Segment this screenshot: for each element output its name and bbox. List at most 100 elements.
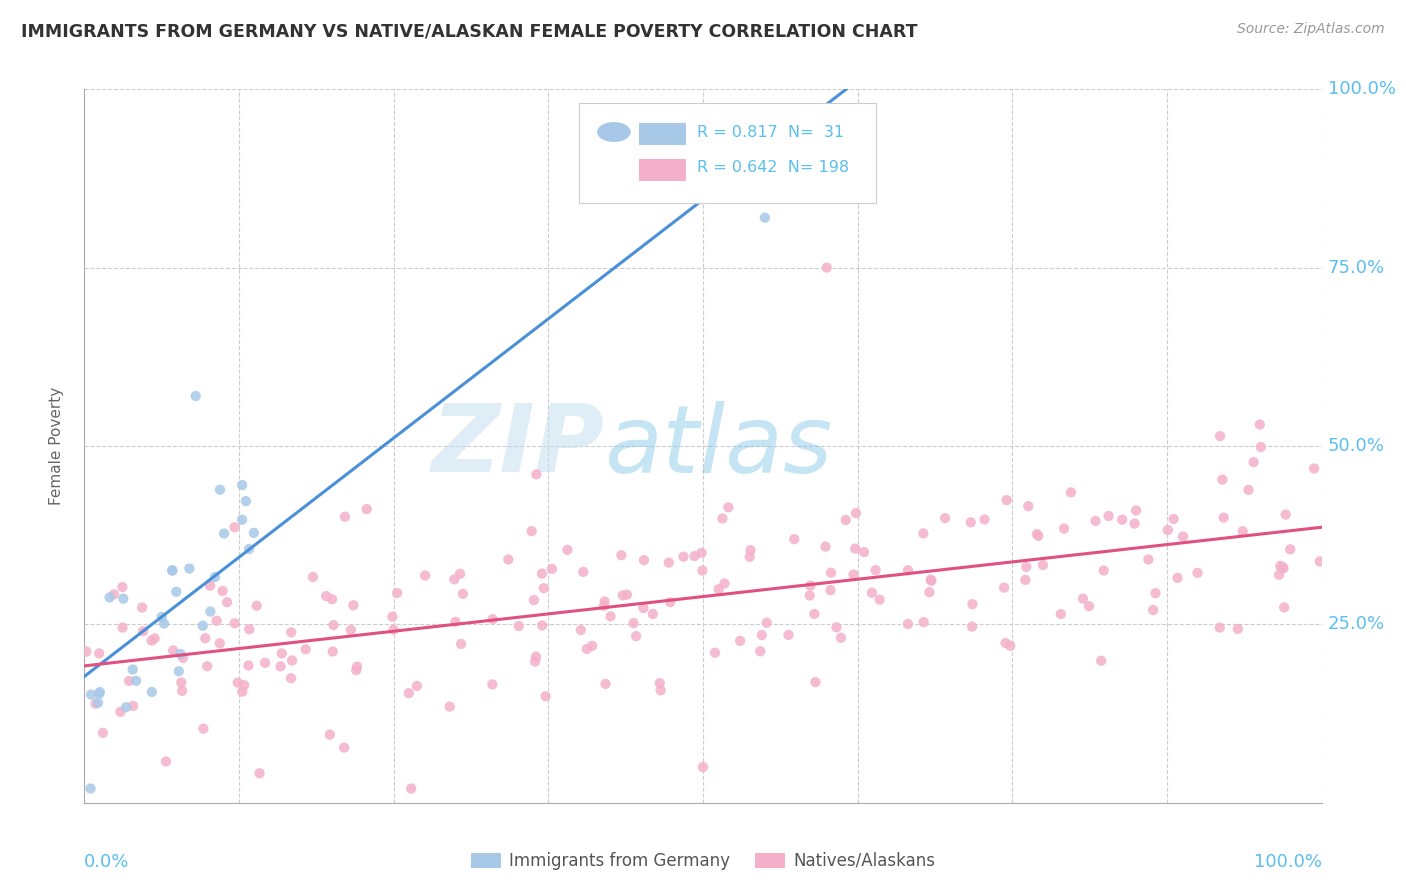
Point: [1209, 429, 1232, 443]
Point: [1125, 503, 1147, 517]
Point: [344, 663, 367, 677]
Point: [270, 647, 292, 661]
Point: [1279, 542, 1302, 557]
Point: [89, 647, 111, 661]
Point: [169, 647, 191, 661]
Point: [683, 549, 706, 563]
FancyBboxPatch shape: [579, 103, 876, 203]
Point: [658, 556, 681, 570]
Point: [319, 728, 342, 742]
Point: [481, 677, 503, 691]
Point: [524, 655, 547, 669]
Point: [231, 684, 253, 698]
Point: [1243, 455, 1265, 469]
Point: [1032, 558, 1054, 572]
Point: [170, 675, 193, 690]
FancyBboxPatch shape: [638, 159, 686, 180]
Point: [280, 625, 302, 640]
Point: [132, 624, 155, 639]
Point: [707, 582, 730, 597]
Point: [1015, 559, 1038, 574]
Point: [110, 705, 132, 719]
Point: [650, 683, 672, 698]
Point: [238, 658, 260, 673]
Point: [672, 549, 695, 564]
Point: [959, 516, 981, 530]
Point: [595, 677, 617, 691]
Point: [1171, 530, 1194, 544]
Point: [749, 644, 772, 658]
Point: [1211, 473, 1233, 487]
Point: [243, 525, 266, 540]
Text: ZIP: ZIP: [432, 400, 605, 492]
Point: [1090, 654, 1112, 668]
Point: [633, 601, 655, 615]
Text: atlas: atlas: [605, 401, 832, 491]
Point: [920, 573, 942, 587]
Point: [443, 572, 465, 586]
Point: [321, 592, 343, 607]
Point: [233, 678, 256, 692]
Point: [143, 632, 166, 646]
Point: [530, 566, 553, 581]
Text: IMMIGRANTS FROM GERMANY VS NATIVE/ALASKAN FEMALE POVERTY CORRELATION CHART: IMMIGRANTS FROM GERMANY VS NATIVE/ALASKA…: [21, 22, 918, 40]
Point: [450, 637, 472, 651]
Point: [830, 631, 852, 645]
Point: [962, 597, 984, 611]
Point: [270, 659, 292, 673]
Point: [569, 623, 592, 637]
Point: [814, 540, 837, 554]
Point: [1232, 524, 1254, 539]
Point: [1017, 499, 1039, 513]
Point: [235, 494, 257, 508]
Point: [302, 570, 325, 584]
Point: [481, 612, 503, 626]
Point: [869, 592, 891, 607]
Point: [692, 564, 714, 578]
Point: [1097, 508, 1119, 523]
Point: [1163, 512, 1185, 526]
Point: [80, 688, 103, 702]
Point: [89, 685, 111, 699]
Point: [1137, 552, 1160, 566]
Point: [920, 574, 942, 588]
Point: [633, 553, 655, 567]
Point: [439, 699, 461, 714]
Point: [624, 629, 647, 643]
Point: [751, 628, 773, 642]
Point: [398, 686, 420, 700]
Point: [406, 679, 429, 693]
Point: [333, 509, 356, 524]
Point: [755, 615, 778, 630]
Point: [1123, 516, 1146, 531]
Point: [1025, 527, 1047, 541]
Point: [194, 631, 217, 645]
Point: [740, 543, 762, 558]
Point: [322, 644, 344, 658]
Point: [1274, 508, 1296, 522]
Point: [91, 726, 114, 740]
Point: [342, 599, 364, 613]
Point: [692, 760, 714, 774]
Point: [623, 616, 645, 631]
Point: [125, 673, 148, 688]
Point: [1144, 586, 1167, 600]
Point: [451, 587, 474, 601]
Point: [381, 609, 404, 624]
Circle shape: [598, 123, 630, 141]
Text: 75.0%: 75.0%: [1327, 259, 1385, 277]
Text: Source: ZipAtlas.com: Source: ZipAtlas.com: [1237, 22, 1385, 37]
Point: [844, 541, 866, 556]
Point: [897, 617, 920, 632]
Point: [322, 618, 344, 632]
Point: [131, 600, 153, 615]
Point: [526, 467, 548, 482]
Point: [616, 588, 638, 602]
Point: [918, 585, 941, 599]
Point: [1272, 561, 1295, 575]
Point: [575, 642, 598, 657]
Text: 0.0%: 0.0%: [84, 853, 129, 871]
Point: [508, 619, 530, 633]
Point: [648, 676, 671, 690]
Text: R = 0.642  N= 198: R = 0.642 N= 198: [697, 161, 849, 175]
